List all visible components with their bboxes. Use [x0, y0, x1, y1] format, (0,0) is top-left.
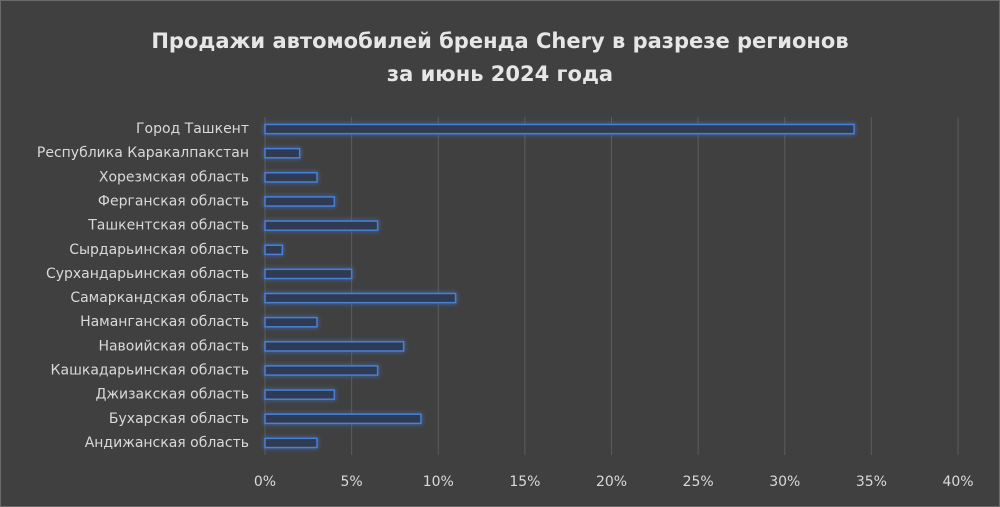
bar: [264, 123, 855, 135]
bar: [264, 365, 379, 376]
bar: [264, 147, 301, 159]
x-tick-label: 15%: [509, 474, 540, 490]
y-tick-label: Сырдарьинская область: [69, 242, 249, 258]
x-tick-label: 10%: [423, 474, 454, 490]
bar: [264, 389, 336, 400]
chart-title: за июнь 2024 года: [387, 62, 613, 86]
x-tick-label: 25%: [683, 474, 714, 490]
y-tick-label: Наманганская область: [80, 314, 249, 330]
bar: [264, 220, 379, 231]
y-tick-label: Джизакская область: [95, 387, 249, 403]
x-tick-label: 40%: [942, 474, 973, 490]
y-tick-label: Ферганская область: [98, 194, 249, 210]
bar: [264, 172, 318, 183]
x-tick-label: 0%: [254, 474, 276, 490]
chart-title: Продажи автомобилей бренда Chery в разре…: [151, 29, 848, 53]
y-tick-label: Навоийская область: [98, 338, 249, 354]
y-tick-label: Сурхандарьинская область: [46, 266, 249, 282]
y-tick-label: Андижанская область: [85, 435, 249, 451]
bar: [264, 413, 422, 425]
bar: [264, 437, 318, 449]
x-tick-label: 5%: [341, 474, 363, 490]
bar: [264, 341, 405, 352]
y-tick-label: Ташкентская область: [87, 218, 249, 234]
y-tick-label: Город Ташкент: [136, 121, 249, 137]
x-tick-label: 20%: [596, 474, 627, 490]
y-tick-label: Кашкадарьинская область: [51, 363, 249, 379]
bar: [264, 244, 284, 256]
x-tick-label: 35%: [856, 474, 887, 490]
bar: [264, 292, 457, 304]
bar: [264, 196, 336, 207]
y-tick-label: Республика Каракалпакстан: [37, 145, 249, 161]
x-tick-label: 30%: [769, 474, 800, 490]
y-tick-label: Бухарская область: [109, 411, 249, 427]
y-tick-label: Самаркандская область: [70, 290, 249, 306]
bar: [264, 316, 318, 328]
y-tick-label: Хорезмская область: [99, 169, 249, 185]
bar: [264, 268, 353, 280]
